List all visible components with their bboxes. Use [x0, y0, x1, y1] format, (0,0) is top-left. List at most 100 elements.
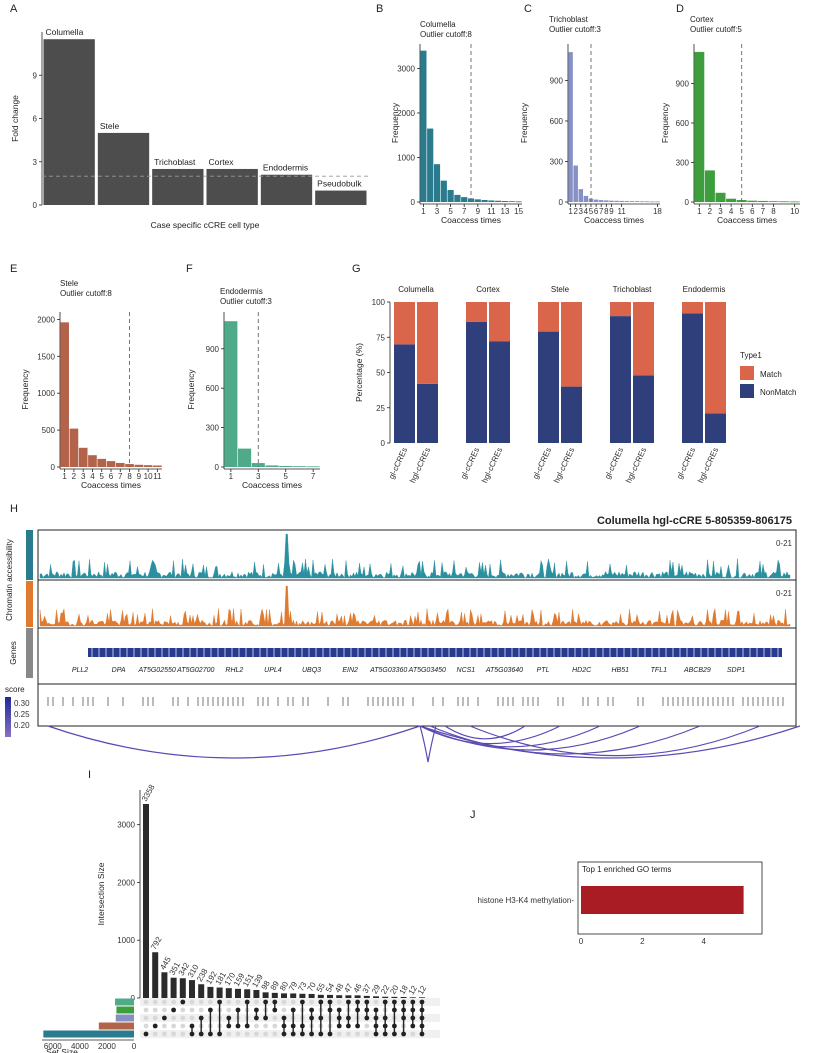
- legend-swatch-match: [740, 366, 754, 380]
- stacked-bar-nonmatch: [682, 313, 703, 443]
- gene-label: DPA: [112, 667, 126, 674]
- histogram-bar: [279, 465, 293, 467]
- histogram-bar: [515, 201, 522, 203]
- matrix-dot: [171, 1023, 177, 1029]
- x-axis-title: Coaccess times: [81, 480, 141, 490]
- histogram-bar: [624, 201, 630, 202]
- histogram-bar: [306, 466, 320, 468]
- x-tick-label: 1: [62, 472, 67, 481]
- track-color-bar: [26, 581, 33, 627]
- stacked-bar-match: [682, 302, 703, 314]
- x-tick-label: 7: [761, 207, 766, 216]
- intersection-bar: [281, 993, 287, 998]
- matrix-dot: [244, 1031, 250, 1037]
- y-tick-label: 300: [676, 159, 690, 168]
- matrix-dot: [162, 1023, 167, 1029]
- panel-g: G 0 25 50 75 100 Percentage (%) Columella gl-cC…: [352, 263, 796, 484]
- y-tick-label: 9: [33, 71, 38, 80]
- coaccess-arc: [444, 725, 526, 740]
- x-tick-label: 0: [579, 937, 584, 946]
- matrix-row-bg: [140, 998, 440, 1006]
- gene-label: PLL2: [72, 667, 88, 674]
- bar: [315, 190, 367, 205]
- panel-label-d: D: [676, 3, 684, 15]
- intersection-bar: [373, 996, 379, 998]
- x-tick-label: 7: [462, 207, 467, 216]
- stacked-bar-match: [538, 302, 559, 332]
- matrix-dot: [152, 999, 158, 1005]
- y-axis-title: Frequency: [390, 102, 400, 143]
- set-size-bar: [98, 1022, 134, 1030]
- intersection-label: 792: [149, 935, 164, 952]
- group-title: Cortex: [476, 285, 500, 294]
- intersection-bar: [179, 978, 186, 998]
- matrix-dot: [143, 1031, 149, 1037]
- plot-frame: [577, 861, 763, 935]
- matrix-dot: [235, 999, 241, 1005]
- gene-label: HD2C: [572, 667, 592, 674]
- intersection-bar: [198, 984, 205, 998]
- intersection-bar: [143, 803, 149, 998]
- histogram-bar: [578, 189, 584, 202]
- intersection-label: 12: [416, 984, 429, 997]
- y-axis-title: Percentage (%): [354, 343, 364, 402]
- histogram-bar: [614, 200, 619, 202]
- intersection-label: 3358: [140, 783, 157, 803]
- intersection-bar: [189, 980, 195, 998]
- histogram-bar: [704, 170, 715, 202]
- intersection-bar: [262, 992, 269, 998]
- x-tick-label: 6: [594, 207, 599, 216]
- matrix-dot: [180, 1015, 186, 1021]
- x-axis-title: Coaccess times: [441, 215, 501, 225]
- y-tick-label: 3000: [117, 821, 135, 830]
- group-title: Columella: [398, 285, 434, 294]
- matrix-dot: [263, 1031, 268, 1037]
- y-tick-label: 25: [376, 404, 385, 413]
- score-legend-title: score: [5, 685, 25, 694]
- histogram-bar: [433, 164, 441, 202]
- x-tick-label: gl-cCREs: [603, 446, 625, 480]
- y-tick-label: 900: [676, 80, 690, 89]
- histogram-bar: [789, 201, 800, 203]
- intersection-bar: [345, 995, 352, 998]
- histogram-bar: [644, 201, 650, 203]
- matrix-dot: [336, 1031, 342, 1037]
- y-tick-label: 300: [206, 424, 220, 433]
- y-axis-title: Frequency: [20, 369, 30, 410]
- histogram-bar: [639, 201, 645, 203]
- stacked-bar-nonmatch: [561, 386, 582, 443]
- matrix-dot: [152, 1031, 158, 1037]
- group-title: Trichoblast: [613, 285, 653, 294]
- y-axis-title: Frequency: [519, 102, 529, 143]
- bar: [43, 39, 95, 206]
- x-tick-label: 9: [137, 472, 142, 481]
- panel-label-c: C: [524, 3, 532, 15]
- x-tick-label: 9: [609, 207, 614, 216]
- histogram-bar: [481, 199, 488, 202]
- intersection-bar: [225, 988, 232, 998]
- matrix-dot: [410, 1031, 416, 1037]
- histogram-bar: [747, 200, 758, 202]
- intersection-bar: [207, 986, 214, 998]
- y-tick-label: 0: [381, 439, 386, 448]
- x-tick-label: 6: [750, 207, 755, 216]
- bar: [152, 168, 204, 205]
- y-tick-label: 3000: [397, 64, 415, 73]
- matrix-dot: [198, 999, 204, 1005]
- y-axis-title: Frequency: [186, 369, 196, 410]
- histogram-bar: [238, 448, 252, 467]
- x-axis-title: Coaccess times: [584, 215, 644, 225]
- score-tick-label: 0.30: [14, 699, 30, 708]
- histogram-bar: [609, 200, 614, 202]
- matrix-dot: [189, 999, 195, 1005]
- track-color-bar: [26, 628, 33, 678]
- panel-label-i: I: [88, 769, 91, 781]
- matrix-dot: [180, 1031, 186, 1037]
- intersection-bar: [419, 997, 425, 998]
- matrix-dot: [272, 1031, 278, 1037]
- x-tick-label: 2: [573, 207, 578, 216]
- x-tick-label: gl-cCREs: [387, 446, 409, 480]
- intersection-bar: [253, 989, 260, 998]
- matrix-dot: [180, 1007, 186, 1013]
